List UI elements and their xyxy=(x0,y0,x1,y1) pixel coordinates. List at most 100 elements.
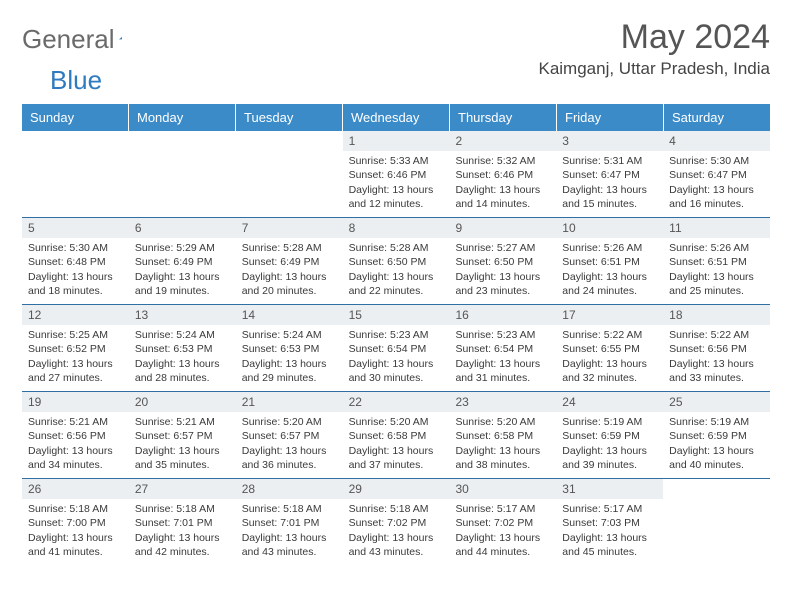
cell-line: Daylight: 13 hours and 36 minutes. xyxy=(242,444,337,472)
cell-line: Sunrise: 5:29 AM xyxy=(135,241,230,255)
cell-line: Sunrise: 5:18 AM xyxy=(349,502,444,516)
day-number: 31 xyxy=(556,479,663,499)
calendar-cell xyxy=(129,131,236,217)
cell-line: Sunset: 6:51 PM xyxy=(562,255,657,269)
cell-line: Sunset: 6:59 PM xyxy=(562,429,657,443)
cell-line: Sunrise: 5:23 AM xyxy=(349,328,444,342)
week-row: 5Sunrise: 5:30 AMSunset: 6:48 PMDaylight… xyxy=(22,217,770,304)
cell-line: Sunrise: 5:27 AM xyxy=(455,241,550,255)
cell-line: Daylight: 13 hours and 30 minutes. xyxy=(349,357,444,385)
cell-body: Sunrise: 5:33 AMSunset: 6:46 PMDaylight:… xyxy=(343,154,450,215)
cell-body: Sunrise: 5:22 AMSunset: 6:55 PMDaylight:… xyxy=(556,328,663,389)
cell-line: Sunset: 6:54 PM xyxy=(349,342,444,356)
day-number xyxy=(663,479,770,499)
cell-line: Sunrise: 5:17 AM xyxy=(562,502,657,516)
cell-body xyxy=(663,502,770,506)
cell-line: Sunrise: 5:19 AM xyxy=(562,415,657,429)
cell-body xyxy=(22,154,129,158)
cell-line: Daylight: 13 hours and 34 minutes. xyxy=(28,444,123,472)
cell-body: Sunrise: 5:23 AMSunset: 6:54 PMDaylight:… xyxy=(449,328,556,389)
cell-body: Sunrise: 5:29 AMSunset: 6:49 PMDaylight:… xyxy=(129,241,236,302)
cell-body: Sunrise: 5:21 AMSunset: 6:56 PMDaylight:… xyxy=(22,415,129,476)
calendar-cell xyxy=(22,131,129,217)
cell-line: Sunset: 6:46 PM xyxy=(455,168,550,182)
cell-line: Daylight: 13 hours and 15 minutes. xyxy=(562,183,657,211)
calendar-cell: 2Sunrise: 5:32 AMSunset: 6:46 PMDaylight… xyxy=(449,131,556,217)
cell-line: Sunset: 6:48 PM xyxy=(28,255,123,269)
cell-body: Sunrise: 5:18 AMSunset: 7:00 PMDaylight:… xyxy=(22,502,129,563)
cell-body: Sunrise: 5:18 AMSunset: 7:01 PMDaylight:… xyxy=(129,502,236,563)
cell-line: Daylight: 13 hours and 24 minutes. xyxy=(562,270,657,298)
cell-line: Daylight: 13 hours and 25 minutes. xyxy=(669,270,764,298)
cell-line: Sunset: 6:47 PM xyxy=(562,168,657,182)
cell-line: Daylight: 13 hours and 28 minutes. xyxy=(135,357,230,385)
day-header-monday: Monday xyxy=(129,104,236,131)
cell-line: Sunrise: 5:20 AM xyxy=(455,415,550,429)
calendar-cell: 19 Sunrise: 5:21 AMSunset: 6:56 PMDayligh… xyxy=(22,392,129,478)
calendar-cell: 22Sunrise: 5:20 AMSunset: 6:58 PMDayligh… xyxy=(343,392,450,478)
week-row: 19 Sunrise: 5:21 AMSunset: 6:56 PMDayligh… xyxy=(22,391,770,478)
cell-line: Sunset: 6:59 PM xyxy=(669,429,764,443)
cell-line: Sunset: 6:46 PM xyxy=(349,168,444,182)
calendar-cell: 24Sunrise: 5:19 AMSunset: 6:59 PMDayligh… xyxy=(556,392,663,478)
cell-line: Daylight: 13 hours and 41 minutes. xyxy=(28,531,123,559)
day-header-saturday: Saturday xyxy=(664,104,770,131)
day-number: 27 xyxy=(129,479,236,499)
cell-line: Sunrise: 5:20 AM xyxy=(242,415,337,429)
cell-line: Sunset: 6:47 PM xyxy=(669,168,764,182)
cell-line: Sunset: 6:57 PM xyxy=(135,429,230,443)
cell-line: Sunrise: 5:26 AM xyxy=(562,241,657,255)
cell-line: Sunrise: 5:18 AM xyxy=(135,502,230,516)
cell-line: Sunset: 6:53 PM xyxy=(135,342,230,356)
calendar-cell: 18Sunrise: 5:22 AMSunset: 6:56 PMDayligh… xyxy=(663,305,770,391)
cell-line: Sunrise: 5:26 AM xyxy=(669,241,764,255)
cell-body: Sunrise: 5:25 AMSunset: 6:52 PMDaylight:… xyxy=(22,328,129,389)
cell-line: Sunrise: 5:22 AM xyxy=(562,328,657,342)
cell-body: Sunrise: 5:19 AMSunset: 6:59 PMDaylight:… xyxy=(556,415,663,476)
cell-line: Daylight: 13 hours and 38 minutes. xyxy=(455,444,550,472)
cell-line: Daylight: 13 hours and 12 minutes. xyxy=(349,183,444,211)
cell-line: Daylight: 13 hours and 42 minutes. xyxy=(135,531,230,559)
cell-line: Sunrise: 5:23 AM xyxy=(455,328,550,342)
day-number: 9 xyxy=(449,218,556,238)
day-number: 13 xyxy=(129,305,236,325)
cell-body xyxy=(129,154,236,158)
calendar-cell: 12Sunrise: 5:25 AMSunset: 6:52 PMDayligh… xyxy=(22,305,129,391)
cell-line: Daylight: 13 hours and 33 minutes. xyxy=(669,357,764,385)
day-number: 19 xyxy=(22,392,129,412)
calendar-cell: 30Sunrise: 5:17 AMSunset: 7:02 PMDayligh… xyxy=(449,479,556,565)
cell-line: Sunrise: 5:21 AM xyxy=(135,415,230,429)
day-number: 7 xyxy=(236,218,343,238)
cell-line: Daylight: 13 hours and 14 minutes. xyxy=(455,183,550,211)
logo-triangle-icon xyxy=(119,29,122,47)
cell-body: Sunrise: 5:27 AMSunset: 6:50 PMDaylight:… xyxy=(449,241,556,302)
day-number: 28 xyxy=(236,479,343,499)
cell-body: Sunrise: 5:22 AMSunset: 6:56 PMDaylight:… xyxy=(663,328,770,389)
cell-line: Daylight: 13 hours and 40 minutes. xyxy=(669,444,764,472)
cell-line: Sunrise: 5:31 AM xyxy=(562,154,657,168)
cell-line: Sunset: 6:58 PM xyxy=(455,429,550,443)
day-number: 11 xyxy=(663,218,770,238)
cell-line: Daylight: 13 hours and 35 minutes. xyxy=(135,444,230,472)
calendar-cell: 9 Sunrise: 5:27 AMSunset: 6:50 PMDaylight… xyxy=(449,218,556,304)
week-row: 12Sunrise: 5:25 AMSunset: 6:52 PMDayligh… xyxy=(22,304,770,391)
cell-body: Sunrise: 5:24 AMSunset: 6:53 PMDaylight:… xyxy=(129,328,236,389)
cell-line: Daylight: 13 hours and 43 minutes. xyxy=(242,531,337,559)
cell-line: Sunset: 6:58 PM xyxy=(349,429,444,443)
cell-line: Sunset: 6:56 PM xyxy=(669,342,764,356)
cell-body: Sunrise: 5:30 AMSunset: 6:47 PMDaylight:… xyxy=(663,154,770,215)
cell-line: Daylight: 13 hours and 31 minutes. xyxy=(455,357,550,385)
day-number: 3 xyxy=(556,131,663,151)
calendar-cell: 14Sunrise: 5:24 AMSunset: 6:53 PMDayligh… xyxy=(236,305,343,391)
day-number: 21 xyxy=(236,392,343,412)
calendar-cell: 16Sunrise: 5:23 AMSunset: 6:54 PMDayligh… xyxy=(449,305,556,391)
day-header-sunday: Sunday xyxy=(22,104,129,131)
cell-line: Sunrise: 5:21 AM xyxy=(28,415,123,429)
cell-line: Sunrise: 5:32 AM xyxy=(455,154,550,168)
calendar-cell: 4Sunrise: 5:30 AMSunset: 6:47 PMDaylight… xyxy=(663,131,770,217)
cell-line: Daylight: 13 hours and 39 minutes. xyxy=(562,444,657,472)
calendar-cell: 27 Sunrise: 5:18 AMSunset: 7:01 PMDayligh… xyxy=(129,479,236,565)
cell-line: Daylight: 13 hours and 18 minutes. xyxy=(28,270,123,298)
cell-line: Daylight: 13 hours and 37 minutes. xyxy=(349,444,444,472)
title-block: May 2024 Kaimganj, Uttar Pradesh, India xyxy=(538,18,770,79)
